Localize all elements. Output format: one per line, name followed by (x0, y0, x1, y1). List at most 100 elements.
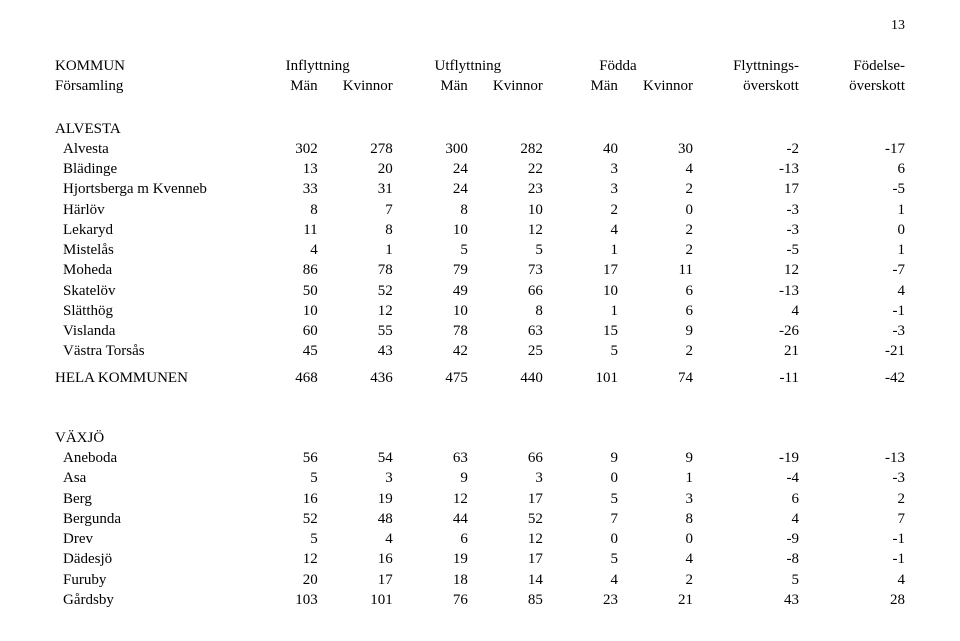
cell: 17 (543, 260, 618, 280)
cell: 1 (618, 468, 693, 488)
row-label: Slätthög (55, 301, 243, 321)
cell: 0 (543, 529, 618, 549)
cell: -3 (693, 200, 799, 220)
header-flyttover: Flyttnings- (693, 56, 799, 76)
cell: 4 (543, 220, 618, 240)
cell: 468 (243, 368, 318, 388)
cell: -7 (799, 260, 905, 280)
cell: 12 (468, 220, 543, 240)
cell: -2 (693, 139, 799, 159)
header-forsamling: Församling (55, 76, 243, 96)
table-row: Mistelås 4 1 5 5 1 2 -5 1 (55, 240, 905, 260)
cell: 5 (243, 468, 318, 488)
cell: -9 (693, 529, 799, 549)
cell: 73 (468, 260, 543, 280)
section-heading-row: ALVESTA (55, 115, 905, 139)
table-row: Alvesta 302 278 300 282 40 30 -2 -17 (55, 139, 905, 159)
cell: 5 (543, 341, 618, 361)
cell: 16 (318, 549, 393, 569)
cell: 4 (318, 529, 393, 549)
cell: 11 (243, 220, 318, 240)
cell: 5 (543, 489, 618, 509)
cell: 60 (243, 321, 318, 341)
row-label: Lekaryd (55, 220, 243, 240)
cell: 10 (543, 281, 618, 301)
cell: 55 (318, 321, 393, 341)
row-label: Västra Torsås (55, 341, 243, 361)
cell: 2 (543, 200, 618, 220)
row-label: Berg (55, 489, 243, 509)
header-fodover2: överskott (799, 76, 905, 96)
cell: 10 (393, 301, 468, 321)
cell: 63 (468, 321, 543, 341)
cell: 8 (468, 301, 543, 321)
cell: 44 (393, 509, 468, 529)
cell: 278 (318, 139, 393, 159)
cell: 12 (243, 549, 318, 569)
row-label: Furuby (55, 570, 243, 590)
cell: 5 (693, 570, 799, 590)
cell: 8 (618, 509, 693, 529)
header-kvinnor: Kvinnor (318, 76, 393, 96)
cell: 86 (243, 260, 318, 280)
cell: 0 (618, 200, 693, 220)
cell: 7 (799, 509, 905, 529)
table-row: Slätthög 10 12 10 8 1 6 4 -1 (55, 301, 905, 321)
row-label: Alvesta (55, 139, 243, 159)
data-table: KOMMUN Inflyttning Utflyttning Födda Fly… (55, 56, 905, 610)
cell: -11 (693, 368, 799, 388)
cell: 6 (393, 529, 468, 549)
cell: 1 (318, 240, 393, 260)
cell: 282 (468, 139, 543, 159)
row-label: Aneboda (55, 448, 243, 468)
cell: 8 (393, 200, 468, 220)
table-row: Berg 16 19 12 17 5 3 6 2 (55, 489, 905, 509)
cell: 52 (468, 509, 543, 529)
header-fodover: Födelse- (799, 56, 905, 76)
cell: 3 (318, 468, 393, 488)
row-label: Mistelås (55, 240, 243, 260)
cell: 436 (318, 368, 393, 388)
section-heading-row: VÄXJÖ (55, 424, 905, 448)
cell: 3 (543, 159, 618, 179)
cell: 2 (618, 570, 693, 590)
cell: 4 (618, 159, 693, 179)
header-kvinnor: Kvinnor (468, 76, 543, 96)
cell: 5 (243, 529, 318, 549)
cell: 6 (799, 159, 905, 179)
table-row: Hjortsberga m Kvenneb 33 31 24 23 3 2 17… (55, 179, 905, 199)
cell: 13 (243, 159, 318, 179)
cell: 21 (618, 590, 693, 610)
cell: 50 (243, 281, 318, 301)
cell: 103 (243, 590, 318, 610)
cell: 49 (393, 281, 468, 301)
cell: 2 (618, 179, 693, 199)
cell: 300 (393, 139, 468, 159)
cell: 1 (543, 301, 618, 321)
cell: 8 (318, 220, 393, 240)
cell: 7 (543, 509, 618, 529)
cell: 4 (543, 570, 618, 590)
table-row: Blädinge 13 20 24 22 3 4 -13 6 (55, 159, 905, 179)
cell: 1 (799, 200, 905, 220)
table-row: Bergunda 52 48 44 52 7 8 4 7 (55, 509, 905, 529)
cell: 31 (318, 179, 393, 199)
cell: 10 (393, 220, 468, 240)
cell: 0 (543, 468, 618, 488)
cell: 20 (243, 570, 318, 590)
row-label: Gårdsby (55, 590, 243, 610)
header-flyttover2: överskott (693, 76, 799, 96)
cell: 10 (243, 301, 318, 321)
cell: 3 (468, 468, 543, 488)
cell: -1 (799, 529, 905, 549)
cell: 17 (318, 570, 393, 590)
cell: -42 (799, 368, 905, 388)
cell: 43 (693, 590, 799, 610)
cell: 5 (468, 240, 543, 260)
cell: 52 (318, 281, 393, 301)
cell: 0 (799, 220, 905, 240)
cell: 4 (243, 240, 318, 260)
cell: 17 (693, 179, 799, 199)
row-label: Moheda (55, 260, 243, 280)
row-label: Härlöv (55, 200, 243, 220)
